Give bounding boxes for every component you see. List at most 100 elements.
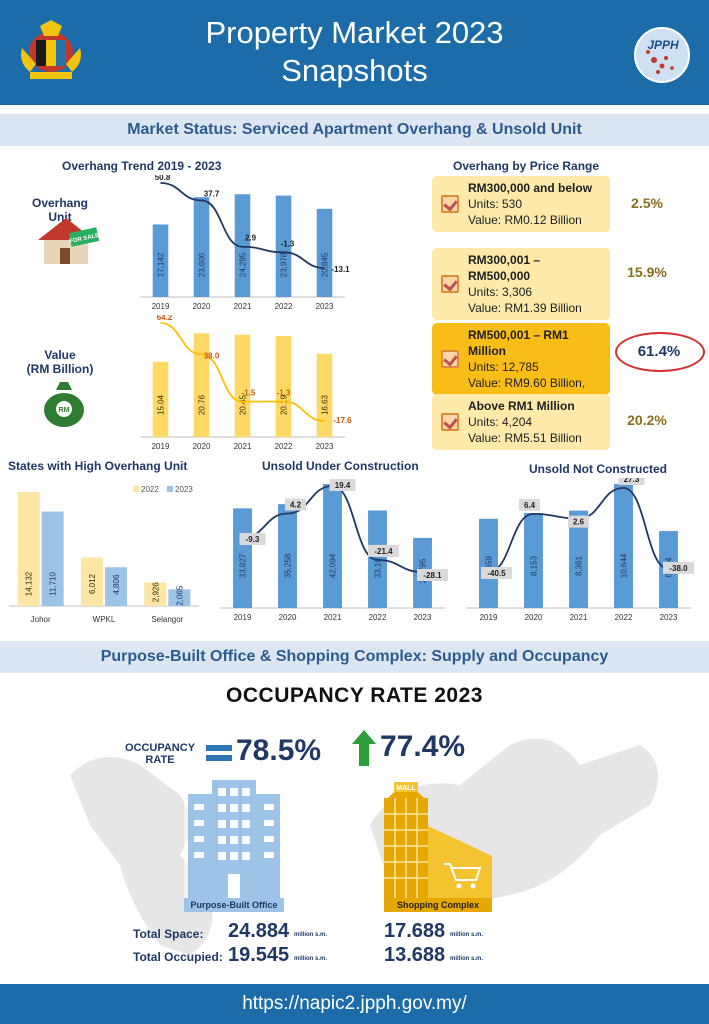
x-tick-label: 2019 bbox=[152, 302, 170, 311]
bar-value-label: 7,659 bbox=[485, 555, 494, 576]
house-for-sale-icon: FOR SALE bbox=[38, 218, 100, 264]
x-tick-label: 2019 bbox=[234, 613, 252, 622]
bar bbox=[105, 567, 127, 606]
bar-value-label: 20.19 bbox=[280, 394, 289, 415]
price-range-title: Overhang by Price Range bbox=[453, 159, 600, 173]
checkbox-icon bbox=[441, 275, 459, 293]
value-rm-label: Value (RM Billion) bbox=[20, 348, 100, 376]
footer: https://napic2.jpph.gov.my/ bbox=[0, 984, 709, 1024]
growth-label: 64.2 bbox=[157, 315, 173, 322]
price-range-units: Units: 4,204 bbox=[468, 415, 533, 429]
growth-label-box bbox=[285, 498, 306, 511]
growth-label: 19.4 bbox=[335, 481, 351, 490]
bar bbox=[316, 208, 333, 297]
x-tick-label: 2022 bbox=[275, 442, 293, 451]
total-space-label: Total Space: bbox=[133, 927, 204, 941]
not-constructed-title: Unsold Not Constructed bbox=[529, 462, 667, 476]
office-total-occupied: 19.545 bbox=[228, 944, 290, 966]
bar-value-label: 15.04 bbox=[157, 394, 166, 415]
x-tick-label: 2023 bbox=[316, 302, 334, 311]
x-tick-label: 2020 bbox=[525, 613, 543, 622]
value-label-line1: Value bbox=[44, 348, 76, 362]
bar-value-label: 23,978 bbox=[280, 252, 289, 277]
office-space-unit: million s.m. bbox=[294, 932, 328, 938]
growth-label: 4.2 bbox=[290, 501, 302, 510]
header-title-line1: Property Market 2023 bbox=[205, 15, 504, 50]
growth-line bbox=[160, 322, 325, 422]
bar bbox=[168, 589, 191, 606]
bar bbox=[234, 334, 251, 437]
header-title-line2: Snapshots bbox=[281, 53, 428, 88]
unsold-under-construction-chart: 33,827 2019 35,258 2020 42,094 2021 33,101 2022… bbox=[220, 479, 448, 622]
growth-label: -1.3 bbox=[277, 388, 291, 397]
header-title: Property Market 2023 Snapshots bbox=[0, 14, 709, 90]
bar bbox=[614, 484, 633, 608]
bar-value-label: 35,258 bbox=[284, 553, 293, 578]
price-range-value: Value: RM9.60 Billion, bbox=[468, 376, 586, 390]
states-chart: 2022 2023 14,132 11,710 Johor 6,012 4,806 WPKL 2… bbox=[9, 485, 199, 624]
x-tick-label: 2020 bbox=[279, 613, 297, 622]
bar bbox=[17, 492, 40, 606]
jpph-logo-icon: JPPH bbox=[634, 27, 690, 83]
x-tick-label: Johor bbox=[31, 615, 51, 624]
bar bbox=[524, 513, 543, 608]
bar bbox=[152, 224, 169, 297]
bar-value-label: 16.63 bbox=[321, 394, 330, 415]
bar-value-label: 23,606 bbox=[198, 252, 207, 277]
overhang-units-chart: 17,142 2019 23,606 2020 24,295 2021 23,978 2022… bbox=[140, 175, 350, 311]
growth-label: -1.3 bbox=[281, 239, 295, 248]
occupancy-rate-label: OCCUPANCY RATE bbox=[118, 742, 202, 766]
section2-title: Purpose-Built Office & Shopping Complex:… bbox=[100, 648, 609, 665]
footer-url[interactable]: https://napic2.jpph.gov.my/ bbox=[242, 993, 467, 1014]
bar-value-label: 2,065 bbox=[175, 585, 184, 606]
bar-value-label: 11,710 bbox=[49, 572, 58, 596]
price-range-value: Value: RM5.51 Billion bbox=[468, 431, 582, 445]
growth-label-box bbox=[481, 567, 512, 579]
bar bbox=[316, 353, 333, 437]
overhang-value-chart: 15.04 2019 20.76 2020 20.45 2021 20.19 2022 16.6… bbox=[140, 315, 352, 451]
growth-label: 27.3 bbox=[624, 478, 640, 484]
office-occupancy-rate: 78.5% bbox=[236, 734, 322, 767]
section2-band: Purpose-Built Office & Shopping Complex:… bbox=[0, 641, 709, 673]
x-tick-label: 2021 bbox=[234, 302, 252, 311]
shopping-mall-icon: MALL bbox=[384, 782, 492, 898]
states-chart-title: States with High Overhang Unit bbox=[8, 459, 188, 473]
bar-value-label: 24,295 bbox=[239, 252, 248, 277]
x-tick-label: Selangor bbox=[151, 615, 183, 624]
growth-label-box bbox=[417, 569, 448, 581]
mall-total-occupied: 13.688 bbox=[384, 944, 446, 966]
x-tick-label: 2023 bbox=[660, 613, 678, 622]
money-bag-label: RM bbox=[59, 407, 70, 414]
money-bag-icon: RM bbox=[44, 382, 84, 427]
header-banner: Property Market 2023 Snapshots JPPH bbox=[0, 0, 709, 105]
growth-label: -28.1 bbox=[423, 571, 442, 580]
price-range-units: Units: 530 bbox=[468, 197, 523, 211]
x-tick-label: WPKL bbox=[93, 615, 116, 624]
mall-space-unit: million s.m. bbox=[450, 932, 484, 938]
price-range-label: Above RM1 Million bbox=[468, 399, 575, 413]
mall-total-space: 17.688 bbox=[384, 920, 446, 942]
bar bbox=[234, 194, 251, 297]
growth-label: 2.9 bbox=[245, 234, 257, 243]
overhang-trend-title: Overhang Trend 2019 - 2023 bbox=[62, 159, 222, 173]
growth-label-box bbox=[368, 544, 399, 557]
growth-label-box bbox=[239, 532, 266, 545]
growth-label: -17.6 bbox=[333, 416, 352, 425]
bar bbox=[81, 557, 103, 606]
bar-value-label: 20,845 bbox=[321, 252, 330, 277]
bar bbox=[152, 361, 169, 437]
mall-sign-text: MALL bbox=[396, 785, 416, 792]
growth-label-box bbox=[519, 498, 540, 511]
checkbox-icon bbox=[441, 195, 459, 213]
office-label: Purpose-Built Office bbox=[184, 898, 284, 912]
growth-label: 37.7 bbox=[204, 189, 220, 198]
x-tick-label: 2021 bbox=[324, 613, 342, 622]
mall-occupancy-rate: 77.4% bbox=[380, 730, 466, 763]
growth-label: 50.8 bbox=[155, 175, 171, 182]
growth-label: -13.1 bbox=[331, 265, 350, 274]
x-tick-label: 2023 bbox=[414, 613, 432, 622]
growth-label: -1.5 bbox=[242, 389, 256, 398]
growth-label: 38.0 bbox=[204, 351, 220, 360]
checkbox-icon bbox=[441, 413, 459, 431]
bar bbox=[193, 197, 210, 297]
